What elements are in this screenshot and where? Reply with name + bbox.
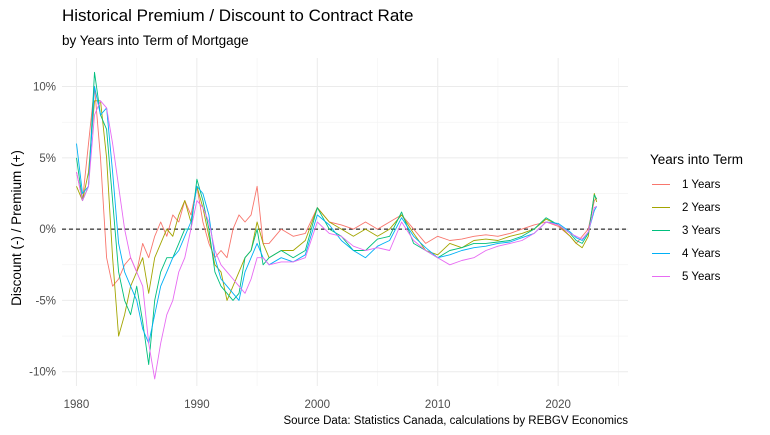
tick-labels-layer: 1980 1990 2000 2010 2020 10% 5% 0% -5% -10% — [29, 82, 571, 411]
legend-label: 4 Years — [682, 247, 721, 260]
chart-grid — [62, 58, 628, 386]
chart-title: Historical Premium / Discount to Contrac… — [62, 6, 414, 25]
legend-item-4: 4 Years — [650, 242, 743, 265]
chart-subtitle: by Years into Term of Mortgage — [62, 33, 249, 48]
chart-caption: Source Data: Statistics Canada, calculat… — [283, 415, 628, 427]
x-tick-label: 2000 — [305, 399, 331, 411]
series-line-2 — [76, 100, 598, 337]
y-tick-label: 5% — [39, 153, 56, 165]
series-line-1 — [76, 86, 598, 287]
legend-item-1: 1 Years — [650, 173, 743, 196]
legend: Years into Term 1 Years 2 Years 3 Years 4 Y… — [650, 152, 743, 288]
x-tick-label: 2010 — [425, 399, 451, 411]
legend-item-2: 2 Years — [650, 196, 743, 219]
legend-items: 1 Years 2 Years 3 Years 4 Years 5 Years — [650, 173, 743, 288]
legend-item-5: 5 Years — [650, 265, 743, 288]
legend-key-swatch — [652, 253, 670, 254]
legend-label: 2 Years — [682, 201, 721, 214]
legend-label: 1 Years — [682, 178, 721, 191]
series-layer — [76, 71, 598, 380]
y-tick-label: 10% — [33, 82, 56, 94]
series-line-3 — [76, 71, 598, 366]
y-axis-title: Discount (-) / Premium (+) — [9, 150, 24, 306]
legend-label: 5 Years — [682, 270, 721, 283]
legend-key-swatch — [652, 184, 670, 185]
x-tick-label: 2020 — [545, 399, 571, 411]
legend-key-swatch — [652, 276, 670, 277]
x-tick-label: 1980 — [64, 399, 90, 411]
y-tick-label: -10% — [29, 367, 56, 379]
legend-key-swatch — [652, 207, 670, 208]
legend-title: Years into Term — [650, 152, 744, 167]
x-tick-label: 1990 — [184, 399, 210, 411]
legend-item-3: 3 Years — [650, 219, 743, 242]
legend-label: 3 Years — [682, 224, 721, 237]
y-tick-label: 0% — [39, 224, 56, 236]
y-tick-label: -5% — [36, 295, 56, 307]
series-line-5 — [76, 100, 597, 380]
legend-key-swatch — [652, 230, 670, 231]
